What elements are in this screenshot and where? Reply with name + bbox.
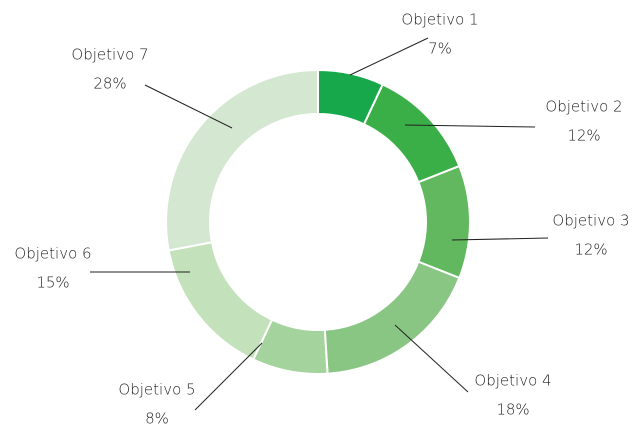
donut-slice [167, 241, 274, 361]
donut-slice [362, 83, 461, 184]
slice-label: Objetivo 5 [118, 381, 195, 399]
slice-value: 15% [36, 274, 69, 292]
donut-slice [417, 164, 471, 280]
slice-value: 8% [145, 410, 169, 428]
slice-value: 12% [567, 127, 600, 145]
slice-label: Objetivo 7 [71, 46, 148, 64]
leader-line [394, 324, 469, 393]
leader-line [194, 342, 263, 411]
slice-label: Objetivo 6 [14, 245, 91, 263]
slice-label: Objetivo 3 [552, 212, 629, 230]
leader-line [349, 37, 429, 76]
leader-line [144, 84, 233, 129]
slice-value: 12% [574, 241, 607, 259]
slice-label: Objetivo 2 [545, 98, 622, 116]
donut-slice [323, 260, 461, 375]
leader-line [404, 124, 536, 128]
slice-value: 7% [428, 40, 452, 58]
slice-value: 28% [93, 75, 126, 93]
slice-label: Objetivo 4 [474, 372, 551, 390]
donut-slice [165, 68, 319, 252]
slice-value: 18% [496, 401, 529, 419]
slice-label: Objetivo 1 [401, 11, 478, 29]
leader-line [451, 237, 549, 241]
